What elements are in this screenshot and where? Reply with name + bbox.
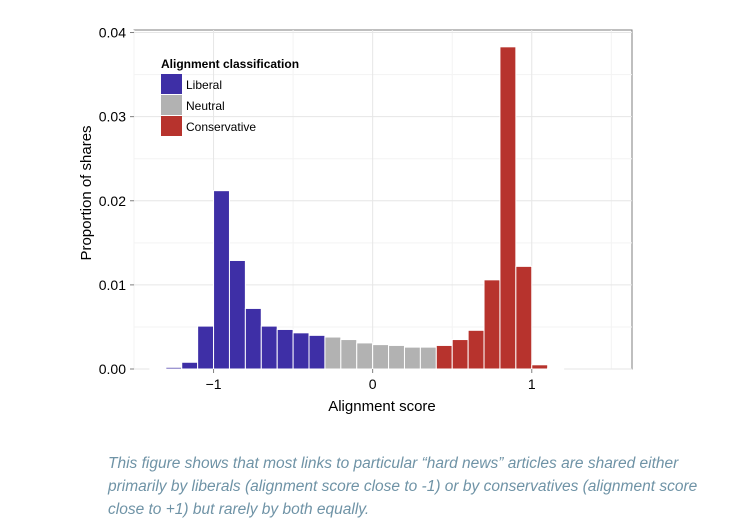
legend-label-liberal: Liberal xyxy=(186,78,222,92)
y-tick-label: 0.00 xyxy=(99,361,126,377)
legend: Alignment classification Liberal Neutral C… xyxy=(161,57,299,136)
histogram-bar xyxy=(292,332,310,370)
histogram-bar xyxy=(149,367,167,370)
y-tick-label: 0.03 xyxy=(99,109,126,125)
histogram-bar xyxy=(483,279,501,370)
bars xyxy=(149,46,565,370)
figure-caption: This figure shows that most links to par… xyxy=(108,455,698,518)
y-tick-label: 0.02 xyxy=(99,193,126,209)
y-axis: 0.00 0.01 0.02 0.03 0.04 xyxy=(99,25,134,377)
histogram-bar xyxy=(499,46,517,370)
histogram-bar xyxy=(197,325,215,370)
histogram-bar xyxy=(213,190,230,370)
histogram-chart: 0.00 0.01 0.02 0.03 0.04 −1 0 1 Alignment scor… xyxy=(78,25,633,415)
x-tick-label: 1 xyxy=(528,376,536,392)
x-tick-label: 0 xyxy=(369,376,377,392)
y-tick-label: 0.04 xyxy=(99,25,126,41)
histogram-bar xyxy=(260,325,278,370)
histogram-bar xyxy=(388,344,405,370)
histogram-bar xyxy=(419,346,437,370)
x-axis: −1 0 1 xyxy=(206,369,536,392)
histogram-bar xyxy=(451,339,469,370)
histogram-bar xyxy=(228,259,246,370)
histogram-bar xyxy=(515,265,533,370)
histogram-bar xyxy=(181,361,199,370)
histogram-bar xyxy=(244,307,262,370)
histogram-bar xyxy=(435,344,453,370)
histogram-bar xyxy=(403,346,421,370)
histogram-bar xyxy=(276,328,294,370)
histogram-bar xyxy=(372,344,390,370)
histogram-bar xyxy=(324,336,342,370)
histogram-bar xyxy=(531,364,549,370)
histogram-bar xyxy=(340,339,358,370)
y-tick-label: 0.01 xyxy=(99,277,126,293)
legend-key-neutral xyxy=(161,95,182,115)
legend-title: Alignment classification xyxy=(161,57,299,71)
histogram-bar xyxy=(356,342,374,370)
histogram-bar xyxy=(547,367,565,370)
histogram-bar xyxy=(165,366,183,370)
histogram-bar xyxy=(308,334,326,370)
legend-key-liberal xyxy=(161,74,182,94)
legend-key-conservative xyxy=(161,116,182,136)
y-axis-label: Proportion of shares xyxy=(78,125,95,260)
histogram-bar xyxy=(467,329,485,370)
legend-label-conservative: Conservative xyxy=(186,120,256,134)
legend-label-neutral: Neutral xyxy=(186,99,225,113)
x-axis-label: Alignment score xyxy=(328,398,436,415)
x-tick-label: −1 xyxy=(206,376,222,392)
